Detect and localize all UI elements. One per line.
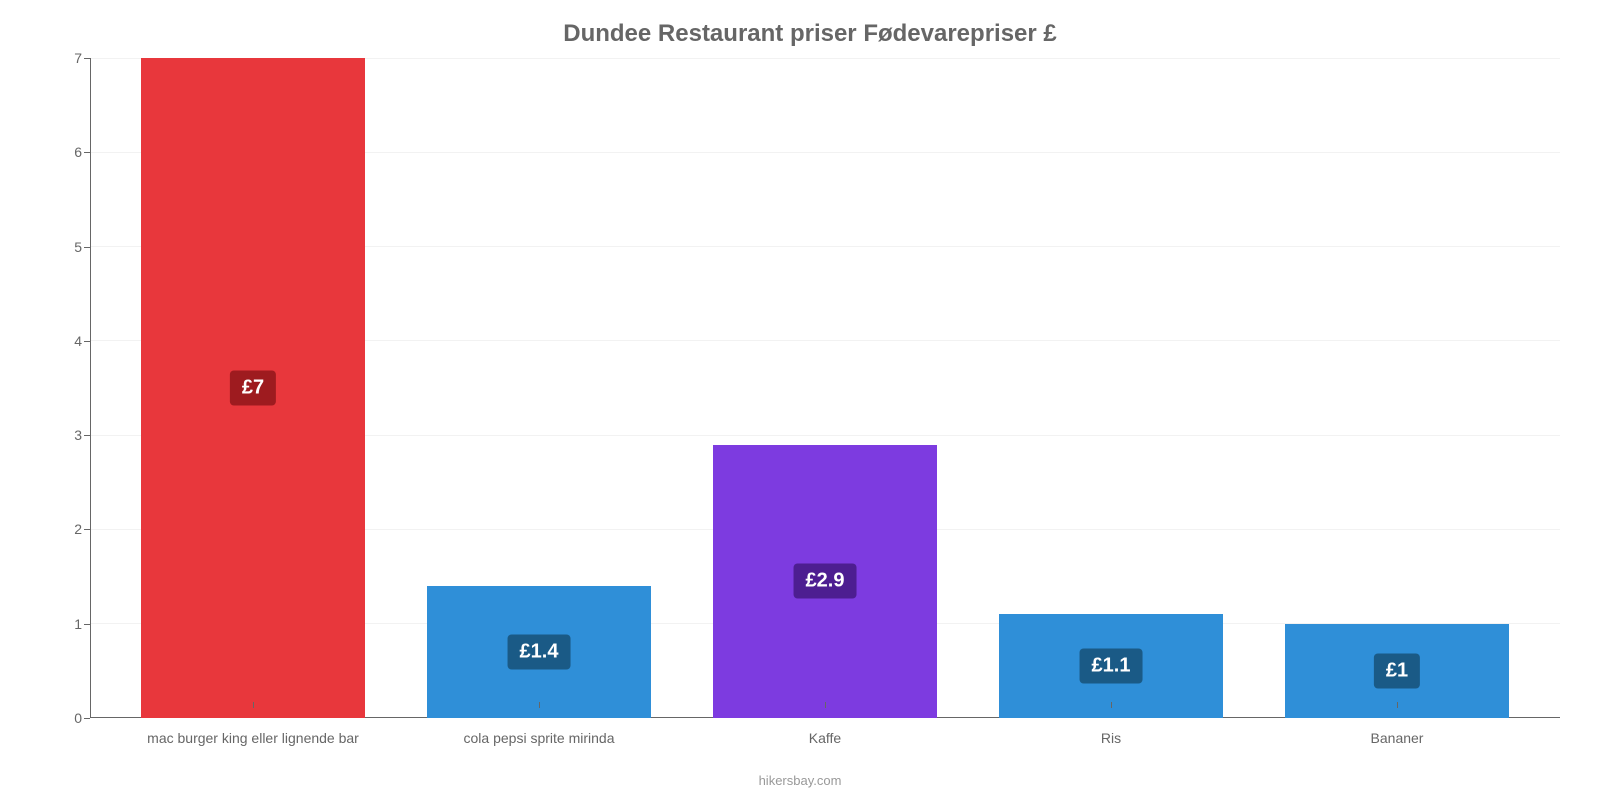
x-tick-mark [825, 702, 826, 708]
chart-container: Dundee Restaurant priser Fødevarepriser … [0, 0, 1600, 800]
bar: £1.4 [427, 586, 651, 718]
x-tick-mark [1111, 702, 1112, 708]
bar-value-label: £1.4 [508, 635, 571, 670]
x-tick-label: cola pepsi sprite mirinda [399, 730, 679, 746]
bar-value-label: £2.9 [794, 564, 857, 599]
x-tick-label: Ris [971, 730, 1251, 746]
y-tick-label: 1 [74, 616, 82, 632]
x-tick-label: Kaffe [685, 730, 965, 746]
bar: £7 [141, 58, 365, 718]
y-tick-label: 4 [74, 333, 82, 349]
bar-wrapper: £1.4 [399, 58, 679, 718]
bar-wrapper: £1 [1257, 58, 1537, 718]
bar: £2.9 [713, 445, 937, 718]
x-tick-mark [539, 702, 540, 708]
x-tick-label: mac burger king eller lignende bar [113, 730, 393, 746]
bar-wrapper: £1.1 [971, 58, 1251, 718]
chart-title: Dundee Restaurant priser Fødevarepriser … [60, 20, 1560, 48]
y-tick-label: 2 [74, 521, 82, 537]
x-axis: mac burger king eller lignende bar cola p… [90, 730, 1560, 746]
plot-area: 01234567 £7£1.4£2.9£1.1£1 mac burger kin… [60, 58, 1560, 718]
y-tick-label: 0 [74, 710, 82, 726]
y-tick-label: 6 [74, 144, 82, 160]
y-tick-label: 3 [74, 427, 82, 443]
y-tick-label: 5 [74, 239, 82, 255]
x-tick-mark [1397, 702, 1398, 708]
bar-wrapper: £7 [113, 58, 393, 718]
bar-wrapper: £2.9 [685, 58, 965, 718]
attribution-text: hikersbay.com [759, 773, 842, 788]
x-tick-label: Bananer [1257, 730, 1537, 746]
y-axis: 01234567 [60, 58, 90, 718]
bar-value-label: £7 [230, 371, 276, 406]
y-tick-mark [84, 718, 90, 719]
bar-value-label: £1.1 [1080, 649, 1143, 684]
bars-area: £7 £1.4 £2.9 £1.1 £1 [90, 58, 1560, 718]
bar-value-label: £1 [1374, 653, 1420, 688]
x-tick-mark [253, 702, 254, 708]
y-tick-label: 7 [74, 50, 82, 66]
